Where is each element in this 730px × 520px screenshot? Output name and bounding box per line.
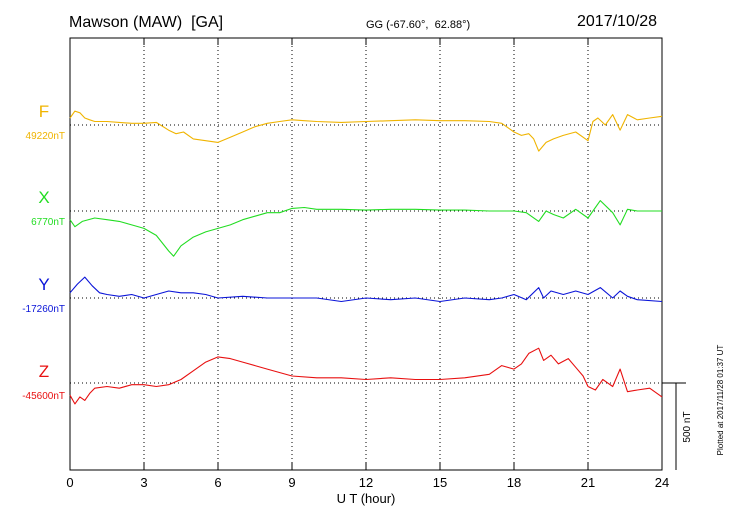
x-tick-label: 6 bbox=[214, 475, 221, 490]
geographic-coordinates: GG (-67.60°, 62.88°) bbox=[366, 19, 471, 31]
scale-bar-label: 500 nT bbox=[682, 411, 693, 442]
x-axis: 0 3 6 9 12 15 18 21 24 bbox=[66, 38, 669, 490]
x-tick-label: 0 bbox=[66, 475, 73, 490]
baseline-value-f: 49220nT bbox=[26, 131, 65, 142]
baseline-value-x: 6770nT bbox=[31, 217, 65, 228]
trace-z bbox=[69, 347, 663, 405]
component-label-x: X bbox=[38, 188, 49, 207]
trace-x bbox=[69, 200, 662, 257]
scale-bar: 500 nT bbox=[662, 382, 693, 470]
trace-f bbox=[69, 110, 663, 152]
x-tick-label: 12 bbox=[359, 475, 373, 490]
component-label-f: F bbox=[39, 102, 49, 121]
plot-date: 2017/10/28 bbox=[577, 13, 658, 30]
baseline-value-y: -17260nT bbox=[22, 304, 65, 315]
grid-lines bbox=[70, 38, 662, 470]
x-tick-label: 18 bbox=[507, 475, 521, 490]
x-axis-label: U T (hour) bbox=[337, 491, 396, 506]
x-tick-label: 21 bbox=[581, 475, 595, 490]
x-tick-label: 24 bbox=[655, 475, 669, 490]
x-tick-label: 9 bbox=[288, 475, 295, 490]
component-label-z: Z bbox=[39, 362, 49, 381]
x-tick-label: 15 bbox=[433, 475, 447, 490]
baseline-value-z: -45600nT bbox=[22, 391, 65, 402]
traces: F 49220nT X 6770nT Y -17260nT Z -45600nT bbox=[22, 102, 663, 405]
x-tick-label: 3 bbox=[140, 475, 147, 490]
component-label-y: Y bbox=[38, 275, 49, 294]
station-title: Mawson (MAW) [GA] bbox=[69, 14, 224, 31]
trace-y bbox=[69, 276, 663, 303]
plotted-timestamp: Plotted at 2017/11/28 01:37 UT bbox=[716, 345, 725, 456]
